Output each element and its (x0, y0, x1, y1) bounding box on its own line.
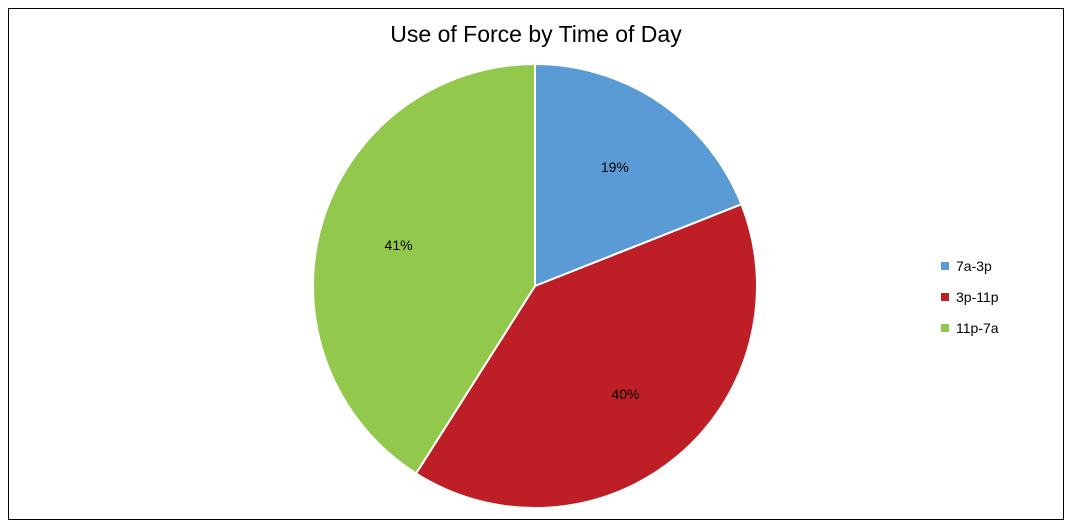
legend-label-11p-7a: 11p-7a (956, 319, 999, 336)
pie-slice-11p-7a (312, 62, 536, 475)
legend-item-11p-7a: 11p-7a (941, 312, 999, 343)
legend-swatch-3p-11p (941, 292, 949, 301)
data-label-3p-11p: 40% (612, 386, 640, 402)
legend-swatch-7a-3p (941, 261, 949, 270)
pie-chart: 19% 40% 41% (312, 62, 758, 509)
chart-frame: Use of Force by Time of Day 19% 40% 41% 7a… (8, 8, 1064, 520)
legend-item-3p-11p: 3p-11p (941, 281, 999, 312)
legend-label-3p-11p: 3p-11p (956, 288, 999, 305)
pie-slice-3p-11p (414, 202, 758, 509)
pie-slice-7a-3p (534, 62, 743, 288)
data-label-11p-7a: 41% (385, 237, 413, 253)
legend-label-7a-3p: 7a-3p (956, 257, 992, 274)
legend: 7a-3p 3p-11p 11p-7a (941, 250, 999, 343)
data-label-7a-3p: 19% (601, 159, 629, 175)
chart-title: Use of Force by Time of Day (390, 21, 682, 47)
legend-swatch-11p-7a (941, 323, 949, 332)
legend-item-7a-3p: 7a-3p (941, 250, 999, 281)
